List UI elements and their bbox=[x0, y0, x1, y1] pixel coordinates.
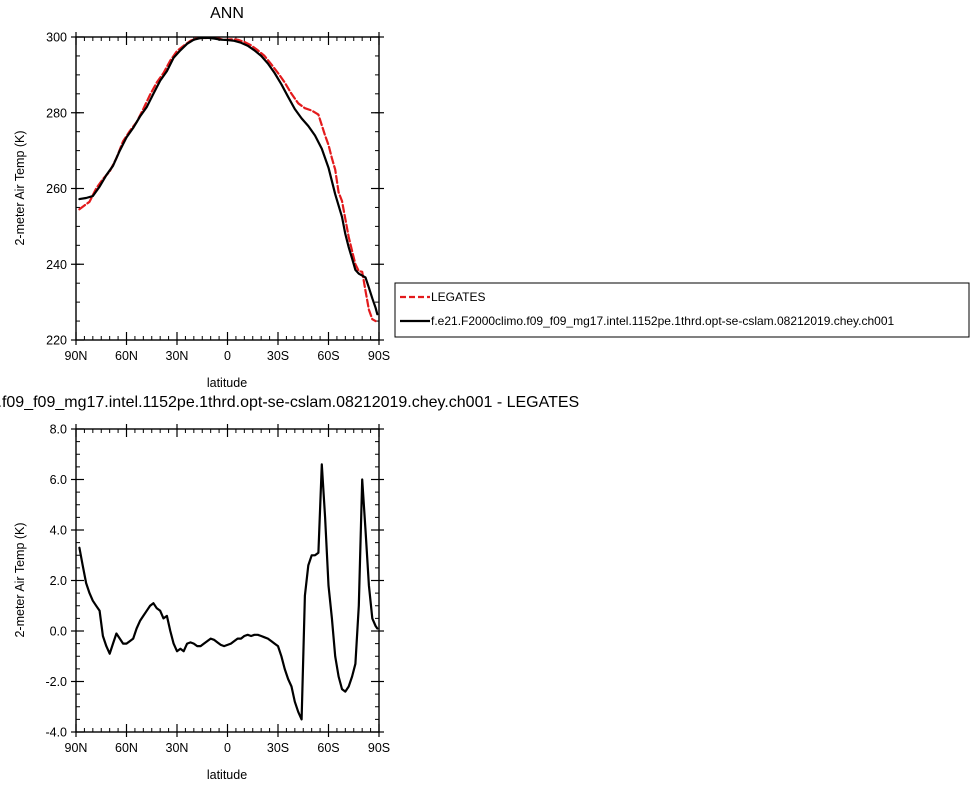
bottom-x-tick-label: 60S bbox=[317, 741, 339, 755]
top-x-tick-label: 60S bbox=[317, 349, 339, 363]
legend-entry-legates: LEGATES bbox=[431, 290, 485, 304]
top-y-tick-label: 240 bbox=[46, 258, 67, 272]
bottom-chart-title: f.e21.F2000climo.f09_f09_mg17.intel.1152… bbox=[0, 394, 579, 411]
bottom-x-tick-label: 90N bbox=[65, 741, 88, 755]
bottom-y-axis-label: 2-meter Air Temp (K) bbox=[13, 522, 27, 637]
bottom-y-tick-label: 0.0 bbox=[50, 625, 67, 639]
bottom-panel: f.e21.F2000climo.f09_f09_mg17.intel.1152… bbox=[0, 394, 579, 782]
top-panel: ANN 2-meter Air Temp (K) latitude 90N 60N… bbox=[13, 5, 390, 390]
bottom-x-tick-label: 30N bbox=[166, 741, 189, 755]
bottom-y-tick-label: -4.0 bbox=[45, 726, 67, 740]
top-y-tick-label: 300 bbox=[46, 31, 67, 45]
bottom-y-tick-label: 4.0 bbox=[50, 524, 67, 538]
bottom-x-tick-label: 30S bbox=[267, 741, 289, 755]
legend-entry-model: f.e21.F2000climo.f09_f09_mg17.intel.1152… bbox=[431, 314, 895, 328]
bottom-plot-frame bbox=[75, 428, 380, 733]
top-x-tick-label: 30N bbox=[166, 349, 189, 363]
bottom-x-tick-label: 0 bbox=[224, 741, 231, 755]
top-plot-frame bbox=[75, 36, 380, 341]
top-x-tick-label: 60N bbox=[115, 349, 138, 363]
bottom-y-tick-label: 2.0 bbox=[50, 574, 67, 588]
bottom-y-tick-label: -2.0 bbox=[45, 675, 67, 689]
bottom-x-tick-label: 60N bbox=[115, 741, 138, 755]
top-y-axis-label: 2-meter Air Temp (K) bbox=[13, 130, 27, 245]
bottom-y-tick-label: 8.0 bbox=[50, 423, 67, 437]
top-x-axis-label: latitude bbox=[207, 376, 247, 390]
top-x-tick-label: 30S bbox=[267, 349, 289, 363]
top-chart-title: ANN bbox=[210, 5, 244, 22]
legend: LEGATES f.e21.F2000climo.f09_f09_mg17.in… bbox=[394, 282, 970, 338]
top-y-tick-label: 220 bbox=[46, 334, 67, 348]
top-y-tick-label: 280 bbox=[46, 106, 67, 120]
top-x-tick-label: 0 bbox=[224, 349, 231, 363]
bottom-series-line-0 bbox=[78, 463, 379, 721]
bottom-x-axis-label: latitude bbox=[207, 768, 247, 782]
bottom-x-tick-label: 90S bbox=[368, 741, 390, 755]
top-y-tick-label: 260 bbox=[46, 182, 67, 196]
legend-box bbox=[394, 282, 970, 338]
bottom-y-tick-label: 6.0 bbox=[50, 473, 67, 487]
top-series-line-1 bbox=[78, 36, 379, 316]
top-x-tick-label: 90S bbox=[368, 349, 390, 363]
top-x-tick-label: 90N bbox=[65, 349, 88, 363]
